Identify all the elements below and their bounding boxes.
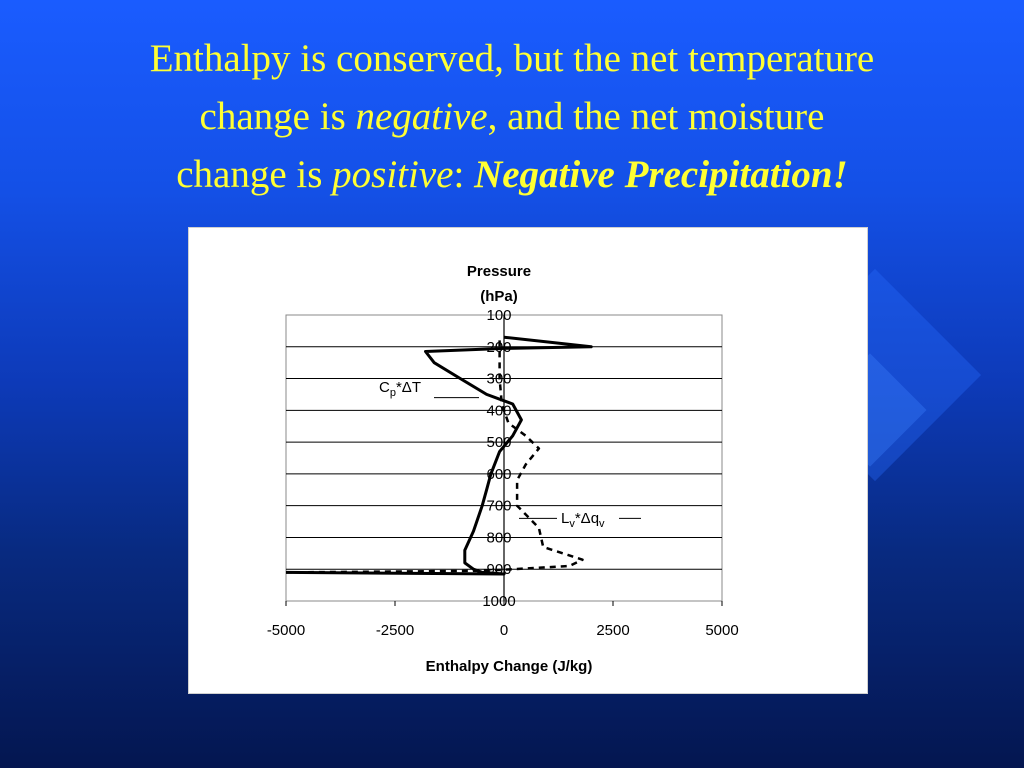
series-label-lv-dqv: Lv*Δqv [561,510,605,530]
y-tick-label: 700 [486,498,511,515]
series-line-lv-dqv [285,340,584,574]
y-axis-label-line1: Pressure [467,263,531,280]
y-tick-label: 100 [486,307,511,324]
chart-panel: Pressure (hPa) Enthalpy Change (J/kg) 10… [188,227,868,694]
series-label-cp-dt: Cp*ΔT [379,379,421,399]
title-text: change is [199,95,356,138]
y-tick-label: 1000 [482,593,515,610]
x-tick-label: -2500 [376,622,414,639]
title-line-1: Enthalpy is conserved, but the net tempe… [149,37,875,80]
title-emphasis: positive [332,153,454,196]
title-text: change is [176,153,333,196]
x-tick-label: 2500 [596,622,629,639]
x-tick-label: 0 [500,622,508,639]
x-tick-label: 5000 [705,622,738,639]
y-axis-label-line2: (hPa) [480,288,518,305]
title-highlight: Negative Precipitation! [474,153,848,196]
title-line-2: change is negative, and the net moisture [60,88,964,146]
title-emphasis: negative [355,95,488,138]
title-text: , and the net moisture [487,95,825,138]
series-line-cp-dt [285,335,593,576]
title-text: : [453,153,475,196]
title-line-3: change is positive: Negative Precipitati… [60,146,964,204]
y-tick-label: 800 [486,529,511,546]
y-tick-label: 400 [486,402,511,419]
x-axis-label: Enthalpy Change (J/kg) [426,658,593,675]
slide-title: Enthalpy is conserved, but the net tempe… [60,30,964,204]
enthalpy-chart: Pressure (hPa) Enthalpy Change (J/kg) 10… [267,263,739,675]
x-tick-label: -5000 [267,622,305,639]
